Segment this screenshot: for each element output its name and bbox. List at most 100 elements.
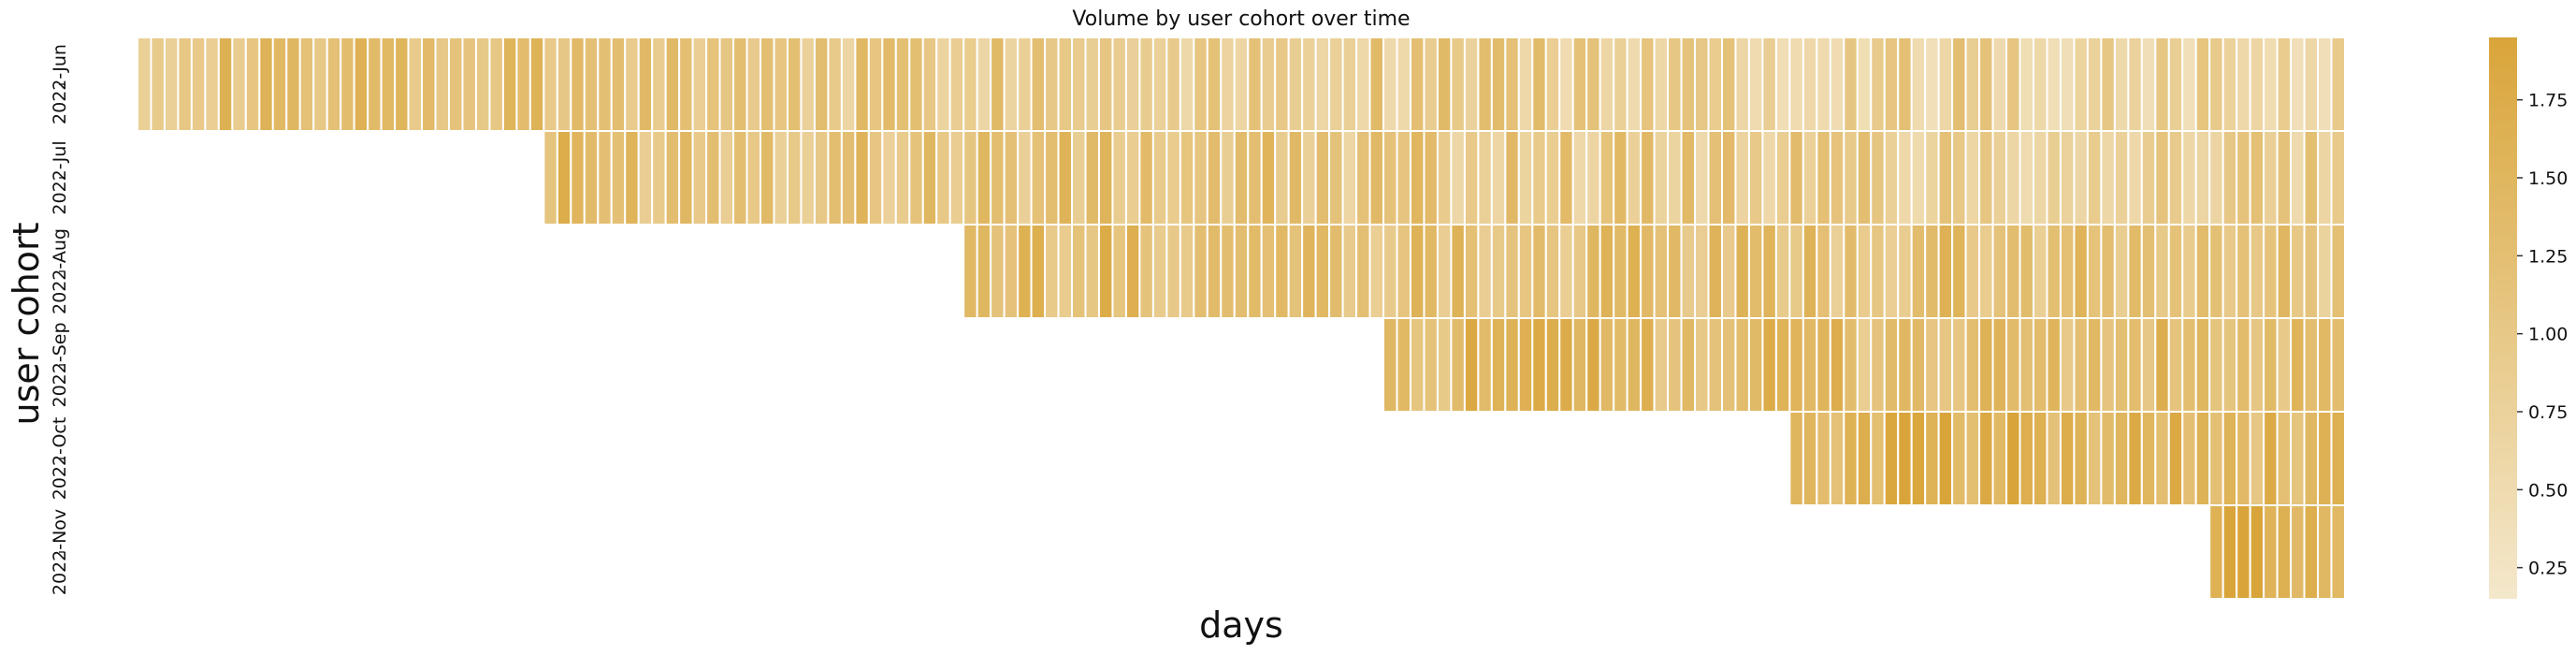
- heatmap-cell: [827, 36, 843, 132]
- heatmap-cell: [1640, 224, 1656, 319]
- heatmap-cell: [1680, 224, 1697, 319]
- heatmap-cell: [461, 36, 477, 132]
- heatmap-cell: [1260, 224, 1277, 319]
- heatmap-cell: [1897, 411, 1913, 506]
- heatmap-cell: [2221, 504, 2238, 600]
- heatmap-cell: [1978, 411, 1994, 506]
- heatmap-cell: [1044, 130, 1060, 226]
- heatmap-cell: [1613, 36, 1628, 132]
- heatmap-cell: [1517, 36, 1534, 132]
- heatmap-cell: [1910, 317, 1927, 413]
- heatmap-cell: [1097, 130, 1114, 226]
- heatmap-cell: [528, 36, 545, 132]
- heatmap-cell: [2208, 130, 2224, 226]
- heatmap-cell: [2276, 130, 2293, 226]
- heatmap-cell: [1571, 36, 1588, 132]
- heatmap-cell: [2249, 411, 2265, 506]
- heatmap-cell: [1368, 130, 1385, 226]
- heatmap-cell: [1937, 36, 1954, 132]
- heatmap-cell: [1599, 36, 1615, 132]
- heatmap-cell: [1084, 224, 1100, 319]
- heatmap-cell: [1111, 130, 1127, 226]
- heatmap-cell: [1951, 130, 1967, 226]
- heatmap-cell: [921, 130, 938, 226]
- heatmap-cell: [2086, 317, 2103, 413]
- heatmap-cell: [1774, 36, 1791, 132]
- heatmap-cell: [1964, 130, 1981, 226]
- heatmap-cell: [732, 130, 748, 226]
- heatmap-cell: [881, 36, 897, 132]
- heatmap-cell: [760, 130, 775, 226]
- y-tick-label: 2022-Sep: [50, 322, 70, 407]
- heatmap-cell: [2059, 317, 2076, 413]
- heatmap-cell: [867, 36, 884, 132]
- heatmap-cell: [1558, 36, 1574, 132]
- colorbar-tick-label: 0.75: [2528, 402, 2568, 423]
- colorbar-tick-label: 0.50: [2528, 480, 2568, 501]
- heatmap-cell: [1531, 36, 1547, 132]
- heatmap-cell: [1788, 317, 1804, 413]
- heatmap-cell: [2194, 36, 2211, 132]
- heatmap-cell: [2236, 36, 2251, 132]
- heatmap-cell: [1220, 36, 1236, 132]
- heatmap-cell: [678, 130, 694, 226]
- heatmap-cell: [1017, 224, 1033, 319]
- y-tick-label: 2022-Oct: [50, 417, 70, 501]
- heatmap-cell: [2221, 317, 2238, 413]
- heatmap-cell: [2032, 130, 2048, 226]
- heatmap-cell: [2236, 130, 2251, 226]
- heatmap-cell: [231, 36, 247, 132]
- heatmap-cell: [813, 130, 830, 226]
- heatmap-cell: [2330, 504, 2347, 600]
- heatmap-cell: [556, 130, 572, 226]
- heatmap-cell: [1829, 36, 1845, 132]
- heatmap-cell: [786, 130, 803, 226]
- heatmap-cell: [990, 224, 1006, 319]
- heatmap-cell: [1287, 130, 1304, 226]
- heatmap-cell: [1517, 130, 1534, 226]
- heatmap-cell: [2140, 224, 2157, 319]
- heatmap-cell: [2059, 130, 2076, 226]
- heatmap-cell: [1734, 130, 1750, 226]
- colorbar: [2489, 37, 2517, 599]
- heatmap-cell: [1409, 317, 1425, 413]
- heatmap-cell: [1802, 317, 1818, 413]
- heatmap-cell: [2005, 130, 2021, 226]
- heatmap-cell: [1856, 317, 1873, 413]
- heatmap-cell: [1788, 36, 1804, 132]
- heatmap-cell: [1978, 36, 1994, 132]
- heatmap-cell: [1951, 36, 1967, 132]
- heatmap-cell: [840, 130, 857, 226]
- heatmap-cell: [177, 36, 193, 132]
- heatmap-cell: [2330, 36, 2347, 132]
- heatmap-cell: [1653, 317, 1670, 413]
- heatmap-cell: [1720, 130, 1737, 226]
- heatmap-cell: [2208, 504, 2224, 600]
- heatmap-cell: [1802, 130, 1818, 226]
- heatmap-cell: [1924, 36, 1940, 132]
- heatmap-cell: [651, 36, 667, 132]
- heatmap-cell: [1341, 224, 1358, 319]
- heatmap-cell: [1071, 130, 1087, 226]
- heatmap-cell: [2113, 36, 2130, 132]
- heatmap-cell: [881, 130, 897, 226]
- colorbar-tick-label: 1.00: [2528, 325, 2568, 345]
- heatmap-cell: [597, 130, 613, 226]
- heatmap-cell: [1856, 36, 1873, 132]
- heatmap-cell: [1151, 130, 1168, 226]
- heatmap-cell: [2073, 411, 2089, 506]
- heatmap-cell: [948, 130, 965, 226]
- heatmap-cell: [1774, 224, 1791, 319]
- heatmap-cell: [1124, 224, 1141, 319]
- heatmap-cell: [1179, 130, 1195, 226]
- y-tick-label: 2022-Aug: [50, 228, 70, 314]
- heatmap-cell: [773, 130, 789, 226]
- heatmap-cell: [312, 36, 328, 132]
- heatmap-cell: [501, 36, 518, 132]
- heatmap-cell: [1870, 317, 1886, 413]
- heatmap-cell: [1816, 411, 1831, 506]
- heatmap-cell: [1382, 36, 1398, 132]
- heatmap-cell: [2086, 224, 2103, 319]
- heatmap-cell: [2019, 411, 2035, 506]
- heatmap-cell: [1816, 224, 1831, 319]
